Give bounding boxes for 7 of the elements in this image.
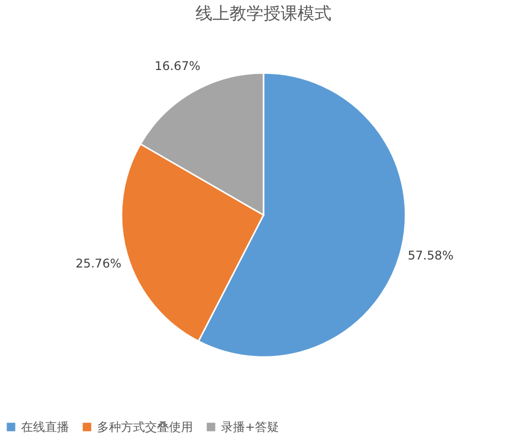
legend-label: 录播+答疑 [221, 420, 280, 434]
legend-label: 在线直播 [21, 420, 69, 434]
data-label: 16.67% [154, 59, 200, 74]
legend-label: 多种方式交叠使用 [97, 420, 193, 434]
data-label: 25.76% [76, 256, 122, 270]
data-label: 57.58% [408, 248, 454, 263]
chart-title: 线上教学授课模式 [196, 4, 332, 24]
